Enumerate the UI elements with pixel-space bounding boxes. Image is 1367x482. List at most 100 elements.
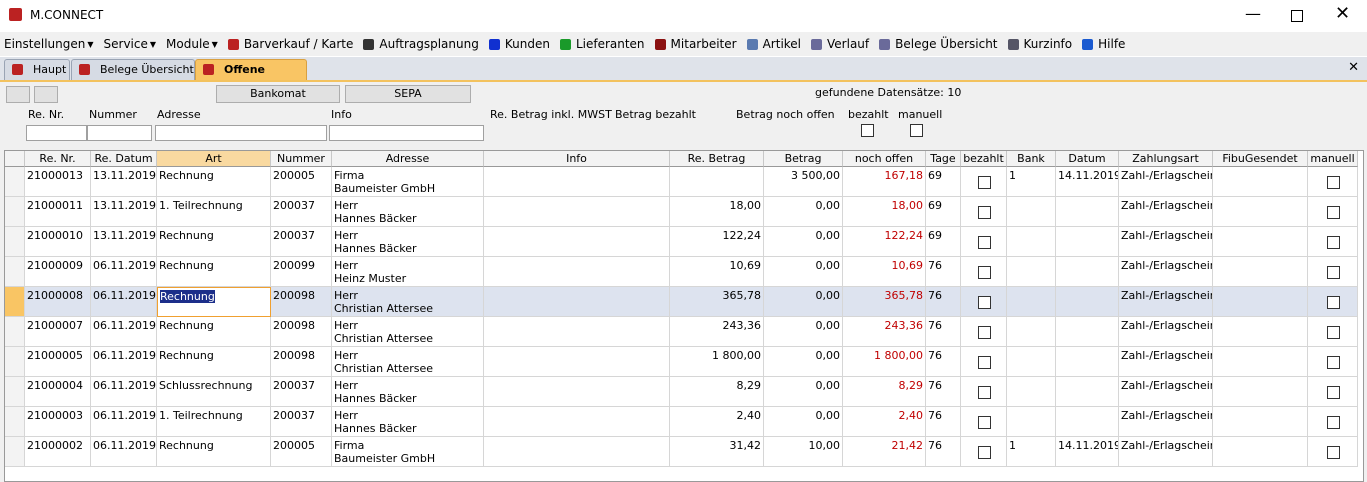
checkbox[interactable] bbox=[1327, 236, 1340, 249]
grid-cell[interactable]: 122,24 bbox=[843, 227, 926, 257]
grid-cell[interactable]: 200037 bbox=[271, 377, 332, 407]
grid-cell[interactable]: 21000002 bbox=[25, 437, 91, 467]
grid-cell[interactable]: 1 800,00 bbox=[843, 347, 926, 377]
grid-cell[interactable]: 0,00 bbox=[764, 227, 843, 257]
grid-cell[interactable]: 0,00 bbox=[764, 257, 843, 287]
grid-cell[interactable]: Zahl-/Erlagschein bbox=[1119, 227, 1213, 257]
grid-cell[interactable]: 200099 bbox=[271, 257, 332, 287]
filter-input[interactable] bbox=[329, 125, 484, 141]
checkbox[interactable] bbox=[1327, 296, 1340, 309]
grid-cell[interactable] bbox=[484, 227, 670, 257]
grid-cell[interactable] bbox=[484, 317, 670, 347]
grid-cell[interactable] bbox=[1007, 347, 1056, 377]
grid-cell[interactable] bbox=[1213, 287, 1308, 317]
grid-cell[interactable] bbox=[484, 347, 670, 377]
column-header[interactable]: Zahlungsart bbox=[1119, 151, 1213, 167]
grid-cell[interactable]: 69 bbox=[926, 167, 961, 197]
column-header[interactable]: Info bbox=[484, 151, 670, 167]
grid-cell[interactable]: 200098 bbox=[271, 347, 332, 377]
grid-cell[interactable] bbox=[1308, 287, 1358, 317]
grid-cell[interactable] bbox=[1213, 347, 1308, 377]
grid-cell[interactable]: 3 500,00 bbox=[764, 167, 843, 197]
checkbox[interactable] bbox=[978, 236, 991, 249]
grid-cell[interactable]: Rechnung bbox=[157, 437, 271, 467]
grid-cell[interactable]: 10,69 bbox=[843, 257, 926, 287]
grid-cell[interactable] bbox=[1308, 167, 1358, 197]
grid-cell[interactable]: 10,00 bbox=[764, 437, 843, 467]
menu-item[interactable]: Verlauf bbox=[811, 37, 869, 51]
button[interactable]: Bankomat bbox=[216, 85, 340, 103]
grid-cell[interactable] bbox=[670, 167, 764, 197]
grid-cell[interactable]: Herr Hannes Bäcker bbox=[332, 197, 484, 227]
grid-cell[interactable]: 31,42 bbox=[670, 437, 764, 467]
grid-cell[interactable]: Schlussrechnung bbox=[157, 377, 271, 407]
column-header[interactable]: noch offen bbox=[843, 151, 926, 167]
grid-cell[interactable]: 0,00 bbox=[764, 377, 843, 407]
minimize[interactable]: — bbox=[1245, 4, 1261, 23]
filter-input[interactable] bbox=[26, 125, 87, 141]
grid-cell[interactable] bbox=[1056, 317, 1119, 347]
checkbox[interactable] bbox=[978, 446, 991, 459]
grid-cell[interactable]: 21000010 bbox=[25, 227, 91, 257]
column-header[interactable]: FibuGesendet bbox=[1213, 151, 1308, 167]
grid-cell[interactable] bbox=[961, 257, 1007, 287]
grid-cell[interactable] bbox=[484, 167, 670, 197]
grid-cell[interactable]: 200037 bbox=[271, 197, 332, 227]
checkbox[interactable] bbox=[978, 296, 991, 309]
grid-cell[interactable] bbox=[1308, 227, 1358, 257]
grid-cell[interactable]: 1. Teilrechnung bbox=[157, 197, 271, 227]
filter-input[interactable] bbox=[155, 125, 327, 141]
filter-checkbox[interactable] bbox=[861, 124, 874, 137]
grid-cell[interactable]: Rechnung bbox=[157, 257, 271, 287]
column-header[interactable]: Art bbox=[157, 151, 271, 167]
grid-cell[interactable]: Rechnung bbox=[157, 347, 271, 377]
grid-cell[interactable]: 0,00 bbox=[764, 287, 843, 317]
grid-cell[interactable] bbox=[961, 167, 1007, 197]
grid-cell[interactable] bbox=[484, 437, 670, 467]
menu-item[interactable]: Barverkauf / Karte bbox=[227, 37, 353, 51]
grid-cell[interactable]: 167,18 bbox=[843, 167, 926, 197]
grid-cell[interactable] bbox=[1213, 257, 1308, 287]
grid-cell[interactable]: 1 bbox=[1007, 437, 1056, 467]
grid-cell[interactable] bbox=[484, 257, 670, 287]
grid-cell[interactable]: 8,29 bbox=[670, 377, 764, 407]
column-header[interactable]: Adresse bbox=[332, 151, 484, 167]
grid-cell[interactable]: 76 bbox=[926, 437, 961, 467]
grid-cell[interactable] bbox=[484, 197, 670, 227]
checkbox[interactable] bbox=[1327, 326, 1340, 339]
row-header[interactable] bbox=[5, 167, 25, 197]
grid-cell[interactable]: Zahl-/Erlagschein bbox=[1119, 407, 1213, 437]
grid-cell[interactable] bbox=[1056, 287, 1119, 317]
grid-cell[interactable]: Zahl-/Erlagschein bbox=[1119, 437, 1213, 467]
checkbox[interactable] bbox=[1327, 446, 1340, 459]
grid-cell[interactable]: 8,29 bbox=[843, 377, 926, 407]
checkbox[interactable] bbox=[1327, 266, 1340, 279]
grid-cell[interactable]: 0,00 bbox=[764, 197, 843, 227]
menu-item[interactable]: Artikel bbox=[746, 37, 801, 51]
grid-cell[interactable] bbox=[484, 287, 670, 317]
grid-cell[interactable] bbox=[961, 197, 1007, 227]
column-header[interactable]: Bank bbox=[1007, 151, 1056, 167]
grid-cell[interactable]: Zahl-/Erlagschein bbox=[1119, 257, 1213, 287]
grid-cell[interactable]: 21000013 bbox=[25, 167, 91, 197]
column-header[interactable]: Re. Nr. bbox=[25, 151, 91, 167]
grid-cell[interactable] bbox=[1007, 377, 1056, 407]
grid-cell[interactable]: Herr Christian Attersee bbox=[332, 347, 484, 377]
grid-cell[interactable]: 06.11.2019 bbox=[91, 407, 157, 437]
grid-cell[interactable]: 200098 bbox=[271, 317, 332, 347]
grid-cell[interactable]: 200005 bbox=[271, 437, 332, 467]
grid-cell[interactable]: 18,00 bbox=[843, 197, 926, 227]
grid-cell[interactable]: Herr Hannes Bäcker bbox=[332, 377, 484, 407]
grid-cell[interactable]: 200037 bbox=[271, 227, 332, 257]
menu-item[interactable]: Kunden bbox=[488, 37, 550, 51]
grid-cell[interactable]: Firma Baumeister GmbH bbox=[332, 167, 484, 197]
column-header[interactable]: Re. Betrag bbox=[670, 151, 764, 167]
grid-cell[interactable] bbox=[1213, 317, 1308, 347]
grid-cell[interactable]: 365,78 bbox=[670, 287, 764, 317]
menu-item[interactable]: Mitarbeiter bbox=[654, 37, 737, 51]
grid-cell[interactable] bbox=[961, 317, 1007, 347]
grid-cell[interactable]: 06.11.2019 bbox=[91, 377, 157, 407]
checkbox[interactable] bbox=[1327, 206, 1340, 219]
grid-cell[interactable]: 243,36 bbox=[843, 317, 926, 347]
column-header[interactable]: Re. Datum bbox=[91, 151, 157, 167]
